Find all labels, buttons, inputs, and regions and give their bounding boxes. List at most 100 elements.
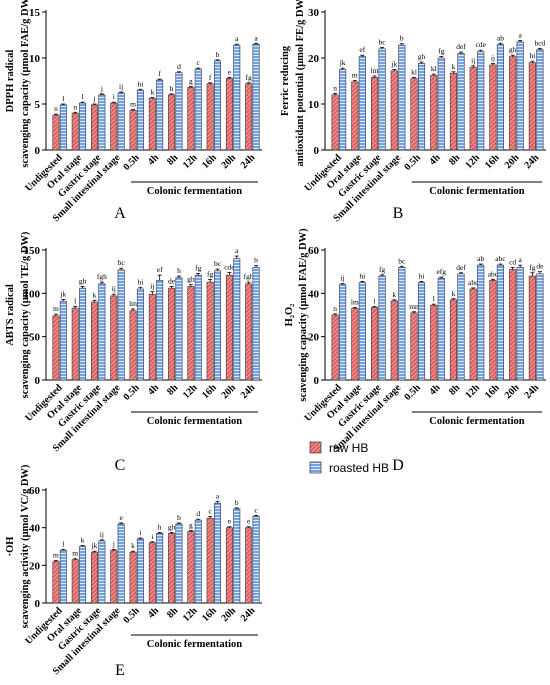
significance-letter: f [158, 69, 161, 78]
significance-letter: hi [419, 271, 425, 280]
significance-letter: gh [168, 522, 176, 531]
fermentation-label: Colonic fermentation [429, 416, 525, 427]
bar-roasted [378, 48, 386, 151]
significance-letter: ij [341, 274, 345, 283]
significance-letter: l [62, 539, 64, 548]
significance-letter: j [92, 94, 95, 103]
bar-raw [52, 315, 60, 381]
panel-label: C [115, 457, 126, 474]
bar-raw [489, 280, 497, 381]
x-tick-label: 24h [522, 382, 541, 401]
x-tick-label: 12h [463, 382, 482, 401]
y-axis-title-line2: scavenging activity (μmol VC/g DW) [20, 464, 31, 628]
legend-label-roasted: roasted HB [329, 461, 389, 475]
bar-roasted [175, 277, 183, 381]
bar-raw [206, 281, 214, 381]
significance-letter: i [139, 528, 141, 537]
significance-letter: a [235, 246, 239, 255]
significance-letter: m [352, 71, 358, 80]
bar-raw [168, 287, 176, 381]
bar-raw [331, 314, 339, 381]
significance-letter: cde [224, 263, 235, 272]
bar-roasted [496, 44, 504, 151]
significance-letter: gh [418, 52, 426, 61]
significance-letter: ij [112, 284, 116, 293]
bar-roasted [194, 274, 202, 381]
bar-raw [225, 77, 233, 151]
bar-raw [110, 549, 118, 604]
bar-roasted [194, 519, 202, 604]
y-tick-label: 20 [308, 53, 320, 65]
y-axis-title-line1: ABTS radical [5, 284, 16, 346]
significance-letter: b [235, 498, 239, 507]
y-tick-label: 50 [29, 332, 41, 344]
significance-letter: bc [379, 37, 387, 46]
significance-letter: d [196, 509, 200, 518]
x-tick-label: 0.5h [402, 382, 423, 403]
y-tick-label: 5 [35, 99, 41, 111]
bar-roasted [136, 538, 144, 604]
x-tick-label: 16h [200, 382, 219, 401]
x-tick-label: 20h [503, 382, 522, 401]
significance-letter: efg [436, 267, 446, 276]
y-tick-label: 100 [24, 288, 41, 300]
significance-letter: hi [529, 51, 535, 60]
significance-letter: e [228, 517, 232, 526]
bar-roasted [79, 102, 87, 151]
bar-roasted [194, 68, 202, 151]
significance-letter: ij [491, 54, 495, 63]
x-tick-label: 24h [239, 152, 258, 171]
significance-letter: fgh [244, 272, 254, 281]
x-tick-label: 8h [165, 382, 181, 398]
significance-letter: m [72, 549, 78, 558]
panel-label: B [393, 205, 404, 222]
y-tick-label: 60 [308, 245, 320, 257]
bar-roasted [175, 72, 183, 151]
significance-letter: jk [59, 289, 66, 298]
significance-letter: fg [246, 73, 252, 82]
significance-letter: lm [351, 297, 359, 306]
bar-raw [245, 283, 253, 381]
significance-letter: l [82, 92, 84, 101]
significance-letter: jk [390, 60, 397, 69]
significance-letter: cd [509, 257, 516, 266]
bar-roasted [358, 282, 366, 381]
panel-label: D [392, 457, 404, 474]
significance-letter: j [100, 84, 103, 93]
x-tick-label: 12h [463, 152, 482, 171]
bar-raw [509, 269, 517, 381]
significance-letter: c [197, 58, 201, 67]
x-tick-label: 0.5h [121, 152, 142, 173]
significance-letter: l [433, 294, 435, 303]
bar-raw [52, 114, 60, 151]
x-tick-label: 4h [146, 152, 162, 168]
bar-roasted [59, 300, 67, 381]
bar-raw [110, 102, 118, 151]
bar-raw [148, 542, 156, 604]
x-tick-label: 20h [219, 605, 238, 624]
bar-raw [245, 527, 253, 604]
significance-letter: k [452, 289, 456, 298]
bar-roasted [214, 502, 221, 604]
significance-letter: l [74, 296, 76, 305]
significance-letter: ef [359, 45, 365, 54]
y-tick-label: 10 [29, 53, 41, 65]
significance-letter: gh [79, 276, 87, 285]
significance-letter: g [189, 77, 193, 86]
significance-letter: b [400, 34, 404, 43]
bar-roasted [214, 270, 221, 381]
significance-letter: a [235, 34, 239, 43]
x-tick-label: 16h [200, 605, 219, 624]
significance-letter: ij [150, 282, 154, 291]
x-tick-label: 20h [219, 382, 238, 401]
bar-raw [71, 112, 79, 151]
bar-raw [489, 64, 497, 151]
bar-roasted [79, 287, 87, 381]
bar-roasted [98, 94, 106, 151]
x-tick-label: 4h [146, 382, 162, 398]
x-tick-label: 24h [239, 382, 258, 401]
significance-letter: def [456, 263, 466, 272]
x-tick-label: 20h [503, 152, 522, 171]
bar-raw [245, 83, 253, 151]
bar-roasted [233, 44, 241, 151]
